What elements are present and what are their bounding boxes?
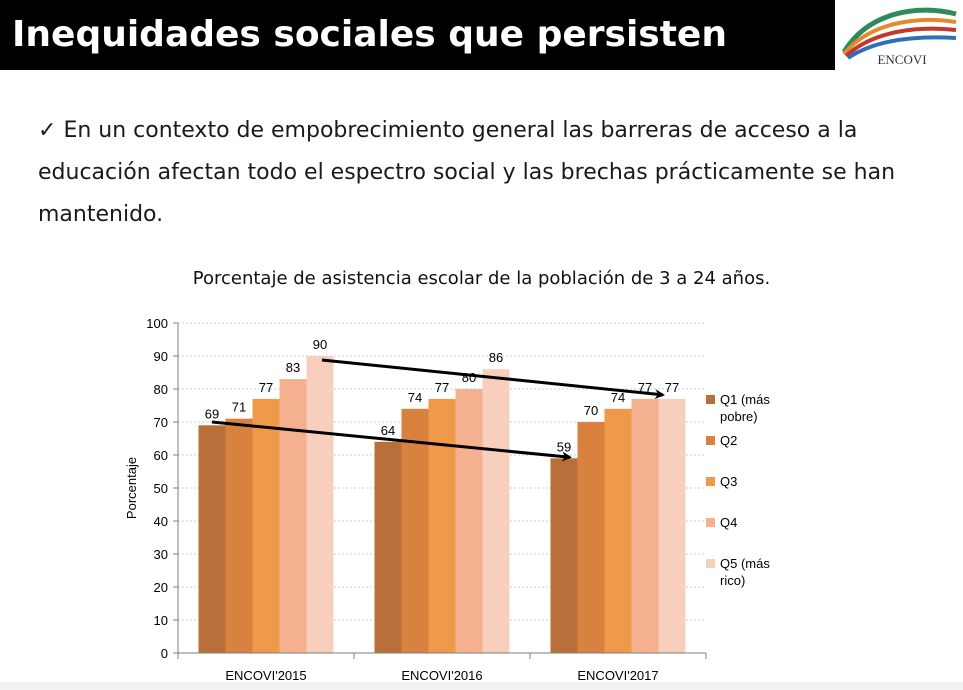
data-label: 77: [665, 380, 679, 395]
chart-title: Porcentaje de asistencia escolar de la p…: [192, 268, 771, 289]
data-label: 69: [205, 406, 219, 421]
y-tick-label: 10: [154, 613, 168, 628]
data-label: 80: [462, 370, 476, 385]
bar: [225, 418, 253, 653]
y-tick-label: 70: [154, 415, 168, 430]
legend-swatch: [706, 477, 715, 486]
bar: [550, 458, 578, 653]
bar: [252, 398, 280, 653]
data-label: 90: [313, 337, 327, 352]
axes: 0 10 20 30 40 50 60 70 80 90 100 ENCOVI'2015 ENCOVI'…: [124, 316, 707, 683]
legend-swatch: [706, 395, 715, 404]
bar: [455, 389, 483, 653]
y-tick-label: 80: [154, 382, 168, 397]
data-label: 74: [408, 390, 422, 405]
x-tick-label: ENCOVI'2016: [401, 668, 482, 683]
logo-text: ENCOVI: [877, 52, 926, 67]
legend-swatch: [706, 518, 715, 527]
data-labels: 69 64 59 71 74 70 77 77 74 83 80 77 90 86 77: [205, 337, 679, 454]
check-icon: ✓: [38, 118, 57, 143]
data-label: 64: [381, 423, 395, 438]
legend-label: Q5 (más rico): [720, 556, 770, 588]
data-label: 77: [435, 380, 449, 395]
bar: [631, 398, 659, 653]
bar: [198, 425, 226, 653]
x-tick-label: ENCOVI'2015: [225, 668, 306, 683]
trend-arrows: [211, 358, 665, 462]
legend-swatch: [706, 559, 715, 568]
bar: [428, 398, 456, 653]
data-label: 71: [232, 400, 246, 415]
y-tick-label: 40: [154, 514, 168, 529]
bar: [374, 441, 402, 653]
y-tick-label: 60: [154, 448, 168, 463]
legend-label: Q4: [720, 515, 737, 530]
bar: [306, 356, 334, 653]
bullet-text: En un contexto de empobrecimiento genera…: [38, 118, 896, 227]
legend-swatch: [706, 436, 715, 445]
trend-arrow: [321, 358, 665, 400]
page-title: Inequidades sociales que persisten: [12, 14, 727, 55]
legend-label: Q2: [720, 433, 737, 448]
trend-arrow: [211, 420, 572, 462]
data-label: 70: [584, 403, 598, 418]
legend: Q1 (más pobre) Q2 Q3 Q4 Q5 (más rico): [706, 392, 770, 588]
bar: [577, 422, 605, 653]
data-label: 59: [557, 439, 571, 454]
legend-label: Q3: [720, 474, 737, 489]
data-label: 77: [638, 380, 652, 395]
y-tick-label: 30: [154, 547, 168, 562]
legend-label: Q1 (más pobre): [720, 392, 770, 424]
bar: [401, 408, 429, 653]
encovi-logo: ENCOVI: [841, 7, 957, 67]
title-bar: Inequidades sociales que persisten: [0, 0, 835, 70]
bars: [198, 356, 686, 653]
y-tick-label: 100: [146, 316, 168, 331]
data-label: 74: [611, 390, 625, 405]
data-label: 77: [259, 380, 273, 395]
bar: [279, 379, 307, 653]
y-tick-label: 50: [154, 481, 168, 496]
y-tick-label: 20: [154, 580, 168, 595]
data-label: 86: [489, 350, 503, 365]
bottom-strip: [0, 682, 963, 690]
bar: [482, 369, 510, 653]
data-label: 83: [286, 360, 300, 375]
bullet-point: ✓ En un contexto de empobrecimiento gene…: [38, 110, 918, 236]
bar: [604, 408, 632, 653]
y-axis-label: Porcentaje: [124, 457, 139, 519]
x-tick-label: ENCOVI'2017: [577, 668, 658, 683]
y-tick-label: 0: [161, 646, 168, 661]
bar: [658, 398, 686, 653]
y-tick-label: 90: [154, 349, 168, 364]
